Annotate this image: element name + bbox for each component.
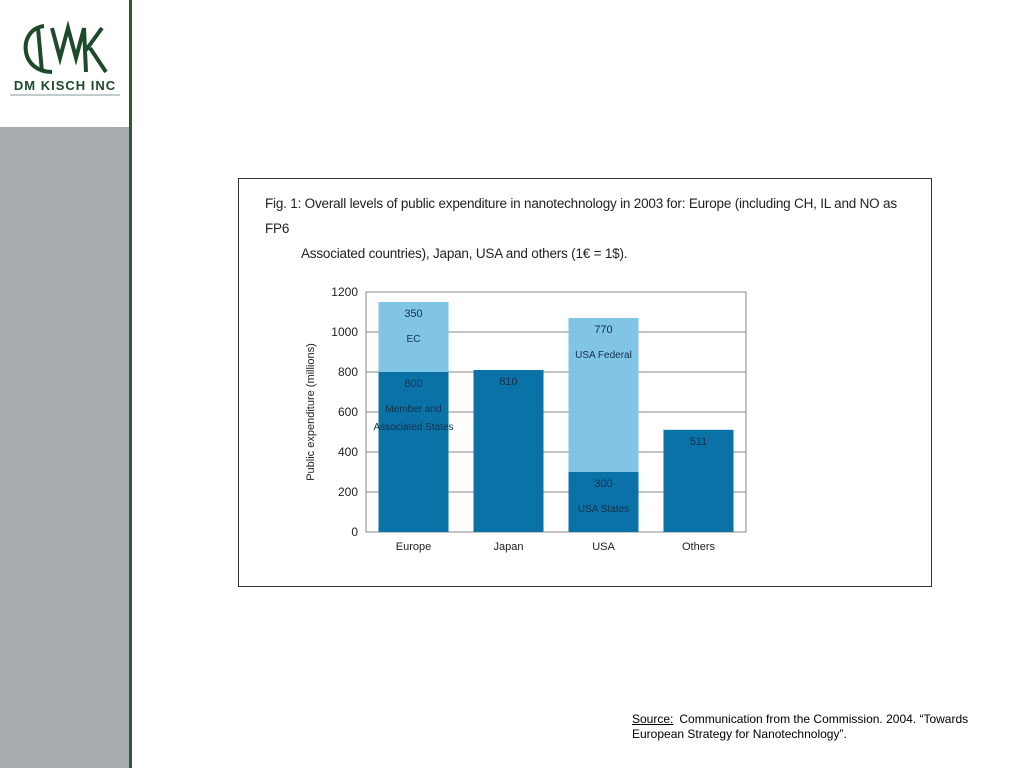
segment-label: EC	[407, 334, 421, 345]
data-label: 350	[404, 308, 422, 320]
bar-segment	[568, 472, 639, 532]
y-tick-label: 0	[351, 525, 358, 539]
y-tick-label: 400	[338, 445, 358, 459]
y-tick-label: 1000	[331, 325, 358, 339]
source-note: Source: Communication from the Commission…	[632, 712, 1012, 742]
data-label: 810	[499, 376, 517, 388]
bar-segment	[663, 429, 734, 532]
y-tick-label: 200	[338, 485, 358, 499]
x-tick-label: Japan	[494, 541, 524, 553]
company-name: DM KISCH INC	[13, 78, 117, 93]
data-label: 511	[690, 436, 708, 448]
segment-label: Associated States	[373, 422, 453, 433]
source-label: Source:	[632, 712, 674, 726]
sidebar-gray-panel	[0, 127, 129, 768]
segment-label: Member and	[385, 404, 441, 415]
source-text: Communication from the Commission. 2004.…	[632, 712, 969, 741]
bar-segment	[378, 302, 449, 372]
segment-label: USA Federal	[575, 350, 632, 361]
sidebar-divider	[129, 0, 132, 768]
x-tick-label: Europe	[396, 541, 431, 553]
y-axis-label: Public expenditure (millions)	[305, 343, 317, 481]
data-label: 800	[404, 378, 422, 390]
plot-area	[365, 291, 747, 533]
bar-segment	[473, 370, 544, 532]
caption-line-1: Fig. 1: Overall levels of public expendi…	[265, 196, 897, 236]
bar-chart: 0 200 400 600 800 1000 1200 Public expenditure …	[305, 285, 747, 553]
x-tick-label: Others	[682, 541, 716, 553]
company-logo	[23, 20, 108, 74]
bar-segment	[568, 318, 639, 472]
bar-segment	[378, 372, 449, 532]
sidebar: DM KISCH INC	[0, 0, 132, 768]
x-tick-label: USA	[592, 541, 615, 553]
figure-caption: Fig. 1: Overall levels of public expendi…	[265, 191, 915, 266]
caption-line-2: Associated countries), Japan, USA and ot…	[301, 246, 628, 261]
data-label: 770	[594, 324, 612, 336]
company-tagline	[10, 94, 120, 96]
data-label: 300	[594, 478, 612, 490]
y-tick-label: 800	[338, 365, 358, 379]
y-tick-label: 600	[338, 405, 358, 419]
segment-label: USA States	[578, 504, 629, 515]
y-tick-label: 1200	[331, 285, 358, 299]
